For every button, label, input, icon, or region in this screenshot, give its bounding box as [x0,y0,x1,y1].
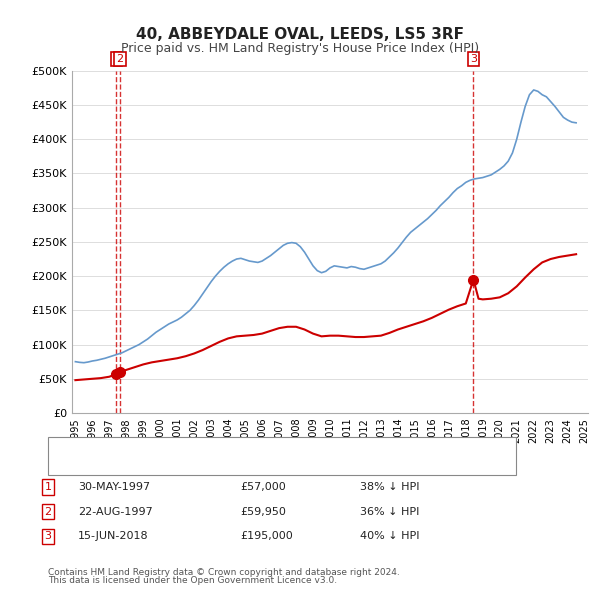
Text: ─────: ───── [60,456,102,470]
Text: ─────: ───── [60,441,102,455]
Text: HPI: Average price, detached house, Leeds: HPI: Average price, detached house, Leed… [132,458,355,468]
Text: HPI: Average price, detached house, Leeds: HPI: Average price, detached house, Leed… [141,455,364,465]
Text: Price paid vs. HM Land Registry's House Price Index (HPI): Price paid vs. HM Land Registry's House … [121,42,479,55]
Text: Contains HM Land Registry data © Crown copyright and database right 2024.: Contains HM Land Registry data © Crown c… [48,568,400,577]
Text: 40, ABBEYDALE OVAL, LEEDS, LS5 3RF (detached house): 40, ABBEYDALE OVAL, LEEDS, LS5 3RF (deta… [141,443,436,453]
Text: 2: 2 [44,507,52,516]
Text: This data is licensed under the Open Government Licence v3.0.: This data is licensed under the Open Gov… [48,576,337,585]
Text: £195,000: £195,000 [240,532,293,541]
Text: 30-MAY-1997: 30-MAY-1997 [78,482,150,491]
Text: 38% ↓ HPI: 38% ↓ HPI [360,482,419,491]
Text: 2: 2 [116,54,124,64]
Text: 3: 3 [470,54,477,64]
Text: 22-AUG-1997: 22-AUG-1997 [78,507,153,516]
Text: ─────: ───── [63,453,105,467]
Text: 1: 1 [44,482,52,491]
Text: 40% ↓ HPI: 40% ↓ HPI [360,532,419,541]
Text: £57,000: £57,000 [240,482,286,491]
Text: 40, ABBEYDALE OVAL, LEEDS, LS5 3RF: 40, ABBEYDALE OVAL, LEEDS, LS5 3RF [136,27,464,41]
Text: 36% ↓ HPI: 36% ↓ HPI [360,507,419,516]
Text: £59,950: £59,950 [240,507,286,516]
Text: 40, ABBEYDALE OVAL, LEEDS, LS5 3RF (detached house): 40, ABBEYDALE OVAL, LEEDS, LS5 3RF (deta… [132,444,427,453]
Text: 1: 1 [113,54,120,64]
Text: 15-JUN-2018: 15-JUN-2018 [78,532,149,541]
Text: ─────: ───── [63,441,105,455]
Text: 3: 3 [44,532,52,541]
